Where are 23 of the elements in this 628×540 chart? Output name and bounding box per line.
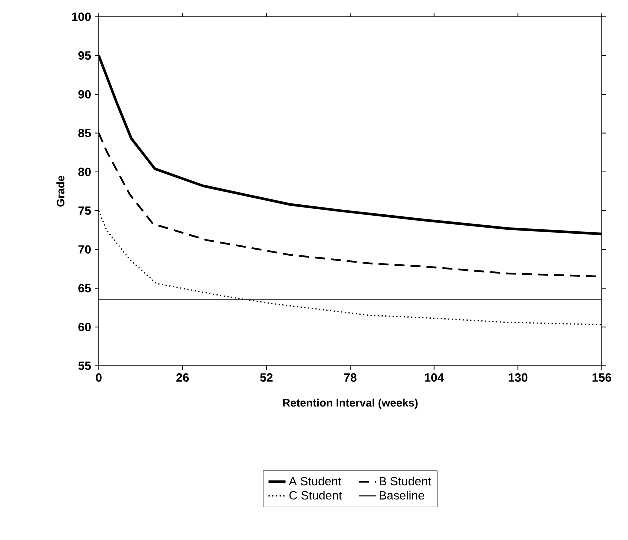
x-tick-label: 104 [425,374,444,382]
y-tick-label: 95 [78,52,92,60]
x-tick-label: 52 [260,374,273,382]
legend-label: C Student [290,491,342,500]
y-tick-label: 55 [78,362,92,370]
legend-label: Baseline [380,491,424,500]
x-tick-label: 0 [96,374,102,382]
y-tick-label: 75 [78,206,92,216]
x-tick-label: 26 [176,374,190,382]
y-tick-label: 100 [72,12,91,22]
y-tick-label: 80 [78,168,91,176]
y-tick-label: 70 [78,245,91,254]
y-tick-label: 65 [78,284,92,293]
y-tick-label: 60 [78,322,91,332]
y-tick-label: 85 [78,129,92,138]
y-axis-title: Grade [56,176,65,207]
x-tick-label: 130 [508,374,528,382]
legend-label: A Student [289,476,342,486]
x-tick-label: 78 [344,374,357,382]
y-tick-label: 90 [78,90,91,99]
x-tick-label: 156 [592,374,612,382]
legend-label: B Student [380,476,432,486]
x-axis-title: Retention Interval (weeks) [283,398,418,410]
